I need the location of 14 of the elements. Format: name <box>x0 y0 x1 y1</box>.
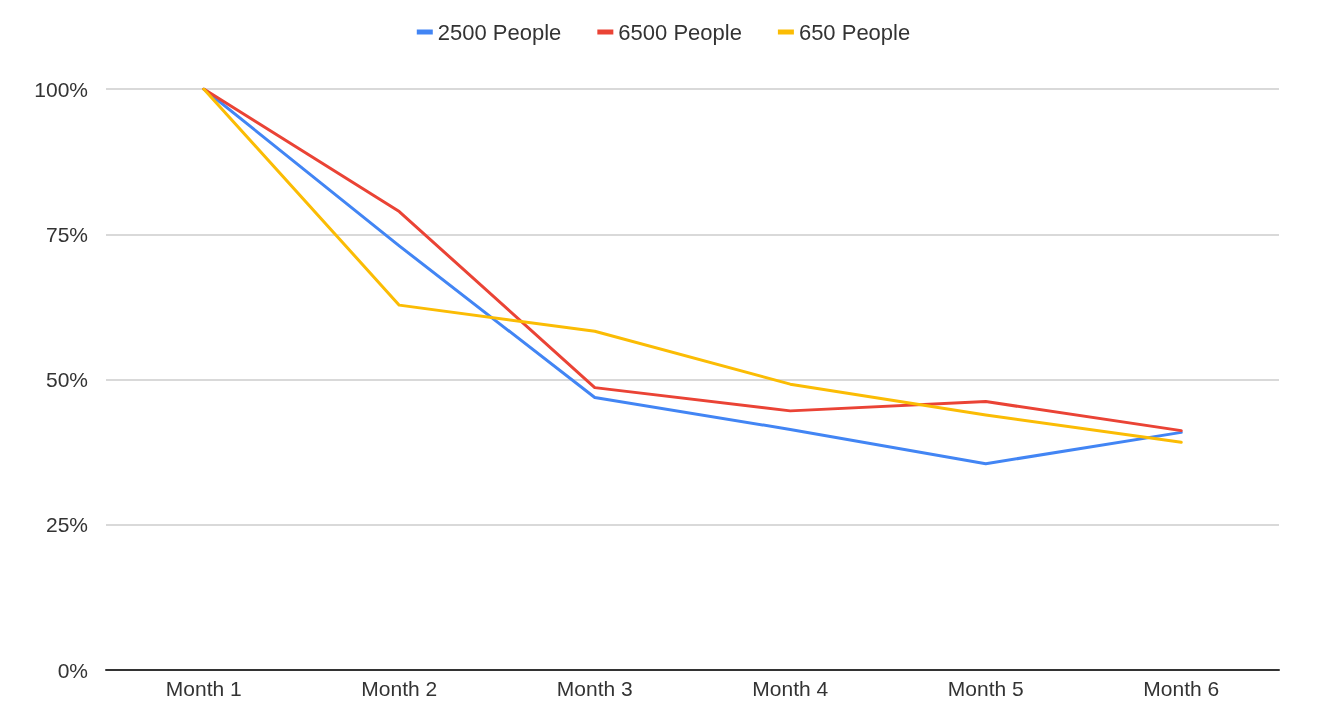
x-tick-label: Month 4 <box>752 677 829 700</box>
y-tick-label: 75% <box>45 222 88 246</box>
x-tick-label: Month 5 <box>947 677 1024 700</box>
y-tick-label: 0% <box>57 658 88 682</box>
x-tick-label: Month 1 <box>165 677 242 700</box>
y-tick-label: 100% <box>34 77 88 101</box>
legend-label: 650 People <box>798 19 911 45</box>
y-tick-label: 50% <box>45 368 88 391</box>
legend-label: 6500 People <box>618 19 742 45</box>
legend-label: 2500 People <box>437 19 562 45</box>
x-tick-label: Month 2 <box>361 677 438 700</box>
y-tick-label: 25% <box>45 513 88 537</box>
x-tick-label: Month 3 <box>556 677 633 700</box>
x-tick-label: Month 6 <box>1143 677 1220 700</box>
